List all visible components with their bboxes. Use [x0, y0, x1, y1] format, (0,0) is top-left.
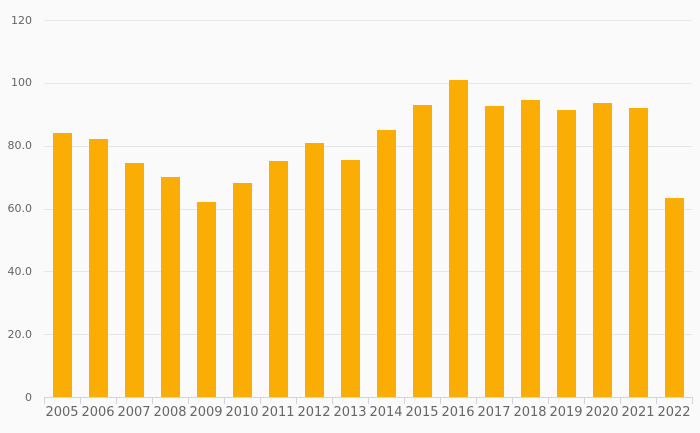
- bar-2015: [413, 105, 432, 397]
- x-axis-tick: [224, 397, 225, 404]
- bar-2008: [161, 177, 180, 397]
- bar-2009: [197, 202, 216, 397]
- bar-2017: [485, 106, 504, 397]
- x-axis-tick: [620, 397, 621, 404]
- bar-2019: [557, 110, 576, 397]
- y-axis-label-100: 100: [11, 76, 32, 89]
- x-axis-tick: [404, 397, 405, 404]
- x-axis-tick: [476, 397, 477, 404]
- x-axis-tick: [188, 397, 189, 404]
- bar-2012: [305, 143, 324, 397]
- y-axis-label-120: 120: [11, 14, 32, 27]
- bar-2022: [665, 198, 684, 397]
- x-axis-tick: [152, 397, 153, 404]
- x-axis-label-2010: 2010: [225, 405, 259, 420]
- bar-2010: [233, 183, 252, 397]
- bar-2016: [449, 80, 468, 397]
- x-axis-label-2012: 2012: [297, 405, 331, 420]
- x-axis-label-2020: 2020: [585, 405, 619, 420]
- bar-2020: [593, 103, 612, 397]
- gridline-20: [44, 334, 692, 335]
- x-axis-tick: [260, 397, 261, 404]
- x-axis-tick: [548, 397, 549, 404]
- x-axis-tick: [80, 397, 81, 404]
- x-axis-tick: [296, 397, 297, 404]
- bar-2014: [377, 130, 396, 397]
- gridline-40: [44, 271, 692, 272]
- bar-2006: [89, 139, 108, 397]
- x-axis-tick: [440, 397, 441, 404]
- x-axis-label-2006: 2006: [81, 405, 115, 420]
- y-axis-label-0: 0: [25, 391, 32, 404]
- x-axis-tick: [656, 397, 657, 404]
- x-axis-tick: [368, 397, 369, 404]
- gridline-60: [44, 209, 692, 210]
- x-axis-tick: [332, 397, 333, 404]
- gridline-120: [44, 20, 692, 21]
- x-axis-tick: [44, 397, 45, 404]
- x-axis-label-2009: 2009: [189, 405, 223, 420]
- x-axis-label-2013: 2013: [333, 405, 367, 420]
- x-axis-label-2005: 2005: [45, 405, 79, 420]
- x-axis-label-2014: 2014: [369, 405, 403, 420]
- x-axis-tick: [512, 397, 513, 404]
- bar-2021: [629, 108, 648, 397]
- bar-2011: [269, 161, 288, 397]
- y-axis-label-80: 80.0: [7, 139, 33, 152]
- gridline-100: [44, 83, 692, 84]
- x-axis-label-2008: 2008: [153, 405, 187, 420]
- bar-2018: [521, 100, 540, 397]
- x-axis-tick: [692, 397, 693, 404]
- x-axis-tick: [584, 397, 585, 404]
- gridline-80: [44, 146, 692, 147]
- x-axis-label-2021: 2021: [621, 405, 655, 420]
- x-axis-label-2016: 2016: [441, 405, 475, 420]
- y-axis-label-20: 20.0: [7, 328, 33, 341]
- x-axis-label-2019: 2019: [549, 405, 583, 420]
- x-axis-label-2017: 2017: [477, 405, 511, 420]
- y-axis-label-40: 40.0: [7, 265, 33, 278]
- x-axis-label-2007: 2007: [117, 405, 151, 420]
- x-axis-label-2015: 2015: [405, 405, 439, 420]
- x-axis-tick: [116, 397, 117, 404]
- bar-2007: [125, 163, 144, 397]
- bar-2013: [341, 160, 360, 397]
- bar-2005: [53, 133, 72, 397]
- y-axis-label-60: 60.0: [7, 202, 33, 215]
- x-axis-label-2022: 2022: [657, 405, 691, 420]
- x-axis-label-2011: 2011: [261, 405, 295, 420]
- x-axis-label-2018: 2018: [513, 405, 547, 420]
